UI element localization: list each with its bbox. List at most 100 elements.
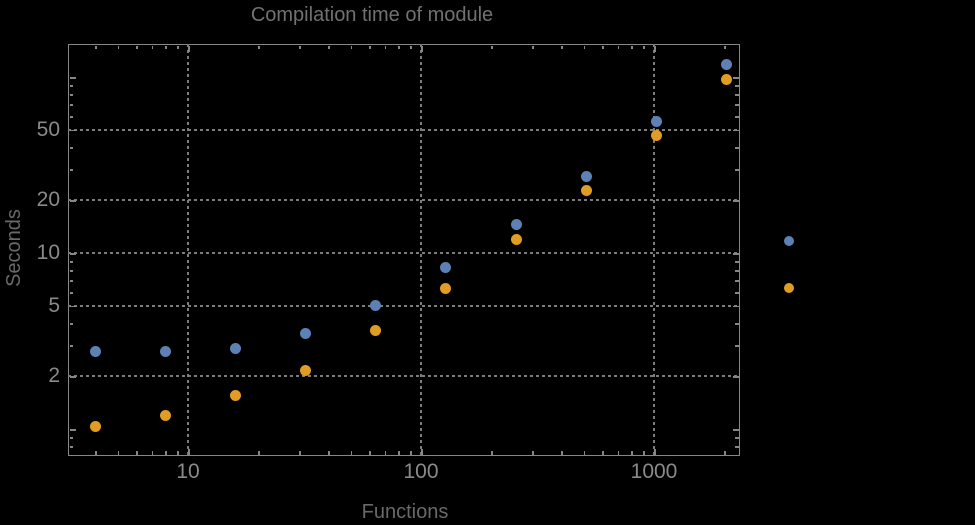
data-point-series-1-x512 bbox=[580, 170, 592, 182]
x-tick bbox=[136, 45, 138, 49]
x-tick bbox=[643, 451, 645, 455]
x-tick bbox=[398, 45, 400, 49]
y-tick bbox=[735, 94, 739, 96]
x-tick-label-1000: 1000 bbox=[630, 460, 678, 483]
y-axis-label: Seconds bbox=[3, 209, 25, 287]
x-tick bbox=[258, 45, 260, 49]
x-tick bbox=[369, 45, 371, 49]
y-tick bbox=[69, 116, 73, 118]
x-tick bbox=[165, 45, 167, 49]
x-tick bbox=[561, 45, 563, 49]
x-tick bbox=[617, 451, 620, 455]
x-tick bbox=[151, 451, 154, 455]
x-tick bbox=[188, 448, 190, 455]
x-tick bbox=[724, 451, 726, 455]
data-point-series-2-x128 bbox=[440, 282, 452, 294]
y-tick bbox=[69, 261, 73, 263]
legend-marker-series-2 bbox=[784, 283, 794, 293]
x-tick bbox=[136, 451, 138, 455]
y-tick bbox=[69, 77, 76, 79]
data-point-series-2-x4 bbox=[89, 420, 101, 432]
y-tick-label-5: 5 bbox=[48, 293, 60, 317]
data-point-series-1-x8 bbox=[159, 345, 171, 357]
y-tick bbox=[69, 129, 76, 132]
x-tick bbox=[491, 45, 493, 49]
gridline-x-10 bbox=[187, 44, 189, 456]
x-tick bbox=[258, 451, 260, 455]
y-tick bbox=[69, 169, 73, 171]
y-tick bbox=[732, 429, 739, 431]
y-tick bbox=[735, 446, 739, 448]
x-tick bbox=[398, 451, 400, 455]
x-tick-label-100: 100 bbox=[403, 460, 439, 483]
x-tick bbox=[643, 45, 645, 49]
x-tick bbox=[350, 45, 353, 49]
x-tick bbox=[583, 45, 586, 49]
data-point-series-2-x32 bbox=[300, 364, 312, 376]
x-tick bbox=[151, 45, 154, 49]
y-tick bbox=[732, 200, 739, 202]
x-tick bbox=[384, 45, 387, 49]
y-tick bbox=[732, 129, 739, 132]
y-tick bbox=[69, 292, 73, 294]
y-tick bbox=[735, 85, 739, 87]
y-tick bbox=[732, 305, 739, 308]
y-tick bbox=[69, 104, 73, 106]
x-tick bbox=[561, 451, 563, 455]
x-tick bbox=[421, 448, 423, 455]
data-point-series-1-x16 bbox=[230, 343, 242, 355]
x-tick bbox=[532, 45, 534, 49]
y-tick bbox=[735, 345, 739, 347]
data-point-series-2-x1024 bbox=[650, 129, 662, 141]
x-tick bbox=[491, 451, 493, 455]
data-point-series-2-x2048 bbox=[721, 73, 733, 85]
x-tick bbox=[654, 448, 656, 455]
x-tick bbox=[350, 451, 353, 455]
x-tick bbox=[532, 451, 534, 455]
y-tick bbox=[732, 253, 739, 255]
x-tick bbox=[117, 451, 120, 455]
y-tick-label-20: 20 bbox=[36, 188, 60, 212]
gridline-x-100 bbox=[420, 44, 422, 456]
y-tick bbox=[69, 253, 76, 255]
gridline-y-2 bbox=[68, 375, 740, 378]
x-tick bbox=[95, 45, 97, 49]
chart-title: Compilation time of module bbox=[250, 4, 494, 26]
y-tick bbox=[735, 261, 739, 263]
y-tick bbox=[69, 323, 73, 325]
y-tick bbox=[735, 169, 739, 171]
y-tick bbox=[69, 280, 73, 282]
data-point-series-2-x256 bbox=[510, 233, 522, 245]
y-tick bbox=[732, 77, 739, 79]
gridline-y-50 bbox=[68, 128, 740, 131]
x-tick bbox=[369, 451, 371, 455]
y-tick bbox=[735, 116, 739, 118]
x-axis-label: Functions bbox=[361, 501, 449, 523]
x-tick bbox=[631, 45, 633, 49]
y-tick bbox=[735, 104, 739, 106]
x-tick-label-10: 10 bbox=[176, 460, 200, 483]
data-point-series-2-x8 bbox=[159, 409, 171, 421]
y-tick bbox=[69, 85, 73, 87]
x-tick bbox=[177, 451, 179, 455]
x-tick bbox=[410, 451, 412, 455]
data-point-series-2-x512 bbox=[580, 184, 592, 196]
y-tick bbox=[69, 446, 73, 448]
y-tick bbox=[69, 429, 76, 431]
y-tick bbox=[735, 280, 739, 282]
gridline-x-1000 bbox=[653, 44, 655, 456]
y-tick-label-50: 50 bbox=[36, 117, 60, 141]
gridline-y-20 bbox=[68, 199, 740, 202]
gridline-y-5 bbox=[68, 304, 740, 307]
x-tick bbox=[384, 451, 387, 455]
x-tick bbox=[299, 45, 301, 49]
y-tick bbox=[732, 376, 739, 378]
data-point-series-1-x1024 bbox=[650, 115, 662, 127]
data-point-series-2-x64 bbox=[370, 324, 382, 336]
y-tick bbox=[69, 200, 76, 202]
x-tick bbox=[654, 45, 656, 52]
y-tick bbox=[69, 376, 76, 378]
y-tick bbox=[735, 147, 739, 149]
x-tick bbox=[95, 451, 97, 455]
y-tick-label-10: 10 bbox=[36, 241, 60, 264]
